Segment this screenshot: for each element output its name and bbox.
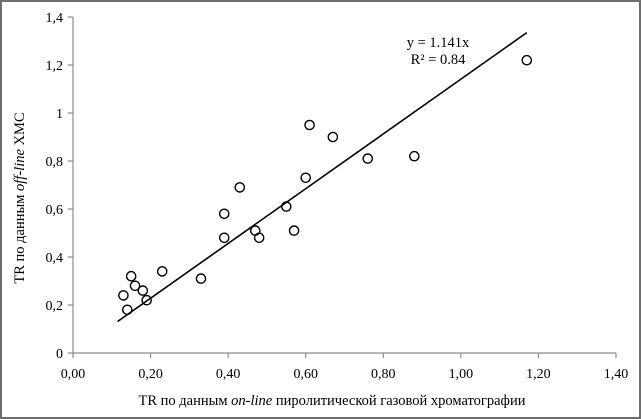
data-point	[141, 294, 152, 306]
data-point	[122, 304, 133, 316]
data-point	[253, 232, 265, 244]
data-point	[195, 273, 207, 284]
r-squared-label: R² = 0.84	[410, 52, 466, 68]
y-tick-label: 0,4	[46, 251, 64, 266]
data-point	[304, 119, 315, 131]
y-tick-label: 0,8	[46, 155, 64, 170]
y-axis-title-text: TR по данным	[12, 190, 28, 284]
x-tick-label: 0,40	[216, 367, 241, 382]
y-tick-label: 1,2	[46, 59, 64, 74]
y-tick-label: 0,6	[46, 203, 64, 218]
data-point	[234, 182, 246, 193]
y-tick-label: 1	[56, 107, 63, 122]
data-point	[156, 266, 168, 277]
y-tick-label: 0	[56, 347, 63, 362]
x-tick-label: 0,60	[293, 367, 318, 382]
x-tick-label: 1,40	[604, 367, 629, 382]
trendline-annotation: y = 1.141x R² = 0.84	[348, 35, 528, 69]
data-point	[129, 280, 141, 292]
data-point	[327, 131, 339, 143]
y-axis-title-suffix: ХМС	[12, 112, 28, 150]
x-tick-label: 1,20	[526, 367, 551, 382]
data-point	[125, 270, 137, 282]
x-tick-label: 0,20	[138, 367, 163, 382]
trend-line	[117, 31, 528, 323]
x-axis-title-italic: on-line	[231, 393, 273, 409]
x-tick-label: 1,00	[449, 367, 474, 382]
data-point	[300, 172, 312, 184]
x-axis-title-text: TR по данным	[138, 393, 232, 409]
data-point	[409, 150, 420, 162]
y-axis-title-italic: off-line	[12, 149, 28, 191]
x-tick-label: 0,00	[61, 367, 86, 382]
data-point	[288, 225, 300, 236]
y-axis-title: TR по данным off-line ХМС	[12, 38, 32, 358]
data-point	[218, 208, 230, 220]
y-tick-label: 0,2	[46, 299, 64, 314]
x-tick-label: 0,80	[371, 367, 396, 382]
equation-label: y = 1.141x	[406, 35, 470, 51]
data-point	[137, 285, 149, 296]
data-point	[521, 54, 533, 66]
y-tick-label: 1,4	[46, 11, 64, 26]
data-point	[362, 153, 374, 164]
x-axis-title-suffix: пиролитической газовой хроматографии	[272, 393, 526, 409]
data-point	[218, 232, 230, 244]
x-axis-title: TR по данным on-line пиролитической газо…	[72, 393, 592, 410]
data-point	[281, 201, 292, 212]
data-point	[118, 290, 129, 301]
